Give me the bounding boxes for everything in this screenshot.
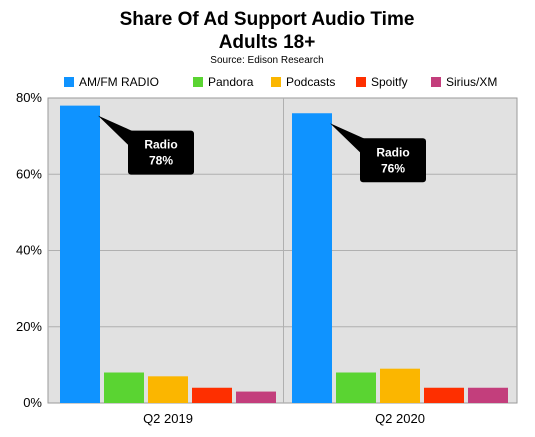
callout-box: [360, 138, 426, 183]
legend: AM/FM RADIO Pandora Podcasts Spoitfy Sirius/…: [64, 75, 497, 89]
bar-sirius-xm-0: [236, 391, 276, 403]
x-category-label: Q2 2020: [375, 411, 425, 426]
legend-swatch: [193, 77, 203, 87]
y-tick-label: 40%: [16, 243, 42, 258]
bar-sirius-xm-1: [468, 387, 508, 403]
legend-item: Pandora: [193, 75, 254, 89]
legend-item: AM/FM RADIO: [64, 75, 159, 89]
y-axis-ticks: 0% 20% 40% 60% 80%: [16, 90, 42, 410]
callout-label: Radio: [376, 145, 409, 159]
legend-swatch: [64, 77, 74, 87]
bar-am-fm-radio-0: [60, 105, 100, 403]
legend-label: AM/FM RADIO: [79, 75, 159, 89]
legend-swatch: [356, 77, 366, 87]
y-tick-label: 80%: [16, 90, 42, 105]
callout-pointer: [98, 115, 136, 147]
callout-box: [128, 130, 194, 175]
chart-title: Share Of Ad Support Audio Time: [120, 9, 415, 30]
callout-label: Radio: [144, 138, 177, 152]
callouts: Radio 78% Radio 76%: [98, 115, 426, 183]
legend-item: Sirius/XM: [431, 75, 497, 89]
chart-source: Source: Edison Research: [210, 55, 323, 66]
y-tick-label: 20%: [16, 319, 42, 334]
x-axis-categories: Q2 2019 Q2 2020: [143, 411, 425, 426]
callout: Radio 76%: [330, 123, 426, 183]
callout-value: 78%: [149, 154, 173, 168]
legend-label: Spoitfy: [371, 75, 408, 89]
bar-pandora-0: [104, 372, 144, 403]
callout-value: 76%: [381, 161, 405, 175]
legend-swatch: [431, 77, 441, 87]
bar-spoitfy-0: [192, 387, 232, 403]
chart-subtitle: Adults 18+: [219, 32, 316, 53]
legend-swatch: [271, 77, 281, 87]
bars: [60, 105, 508, 403]
callout-pointer: [330, 123, 368, 155]
bar-am-fm-radio-1: [292, 113, 332, 403]
legend-label: Podcasts: [286, 75, 335, 89]
legend-item: Spoitfy: [356, 75, 408, 89]
gridlines: [48, 98, 517, 403]
callout: Radio 78%: [98, 115, 194, 175]
y-tick-label: 0%: [23, 395, 42, 410]
legend-item: Podcasts: [271, 75, 335, 89]
bar-pandora-1: [336, 372, 376, 403]
x-category-label: Q2 2019: [143, 411, 193, 426]
bar-podcasts-0: [148, 376, 188, 403]
bar-spoitfy-1: [424, 387, 464, 403]
y-tick-label: 60%: [16, 166, 42, 181]
legend-label: Sirius/XM: [446, 75, 497, 89]
bar-podcasts-1: [380, 368, 420, 403]
legend-label: Pandora: [208, 75, 254, 89]
